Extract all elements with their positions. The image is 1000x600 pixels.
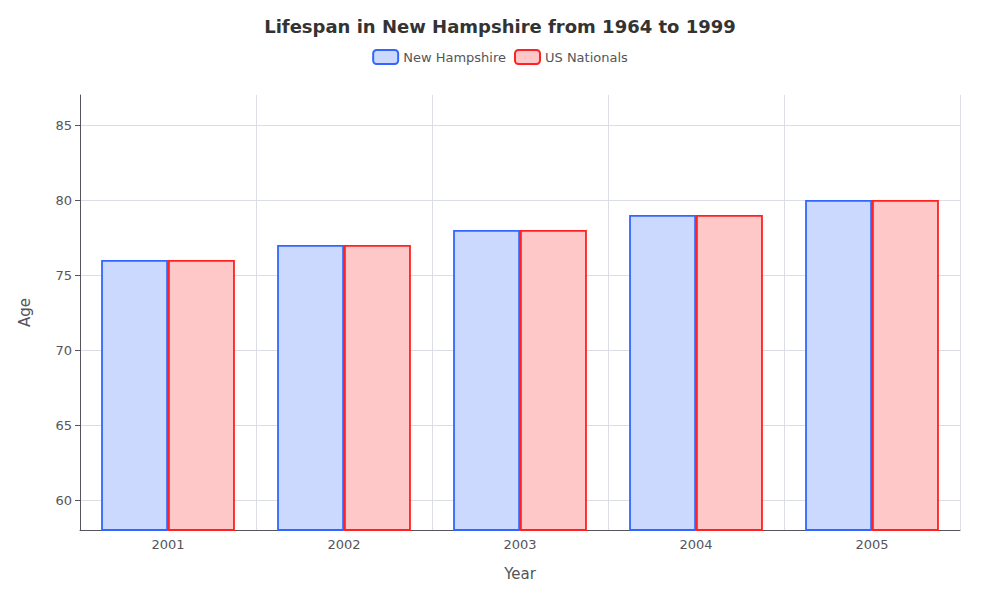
svg-text:Lifespan in New Hampshire from: Lifespan in New Hampshire from 1964 to 1…	[264, 16, 736, 37]
svg-text:2002: 2002	[327, 537, 360, 552]
svg-text:75: 75	[55, 268, 72, 283]
svg-text:2003: 2003	[503, 537, 536, 552]
svg-text:Year: Year	[503, 565, 537, 583]
svg-text:80: 80	[55, 193, 72, 208]
svg-text:Age: Age	[16, 298, 34, 327]
svg-text:85: 85	[55, 118, 72, 133]
svg-text:2001: 2001	[151, 537, 184, 552]
svg-text:US Nationals: US Nationals	[545, 50, 628, 65]
svg-text:65: 65	[55, 418, 72, 433]
svg-text:2005: 2005	[855, 537, 888, 552]
svg-text:60: 60	[55, 493, 72, 508]
svg-text:New Hampshire: New Hampshire	[403, 50, 506, 65]
svg-text:70: 70	[55, 343, 72, 358]
svg-text:2004: 2004	[679, 537, 712, 552]
